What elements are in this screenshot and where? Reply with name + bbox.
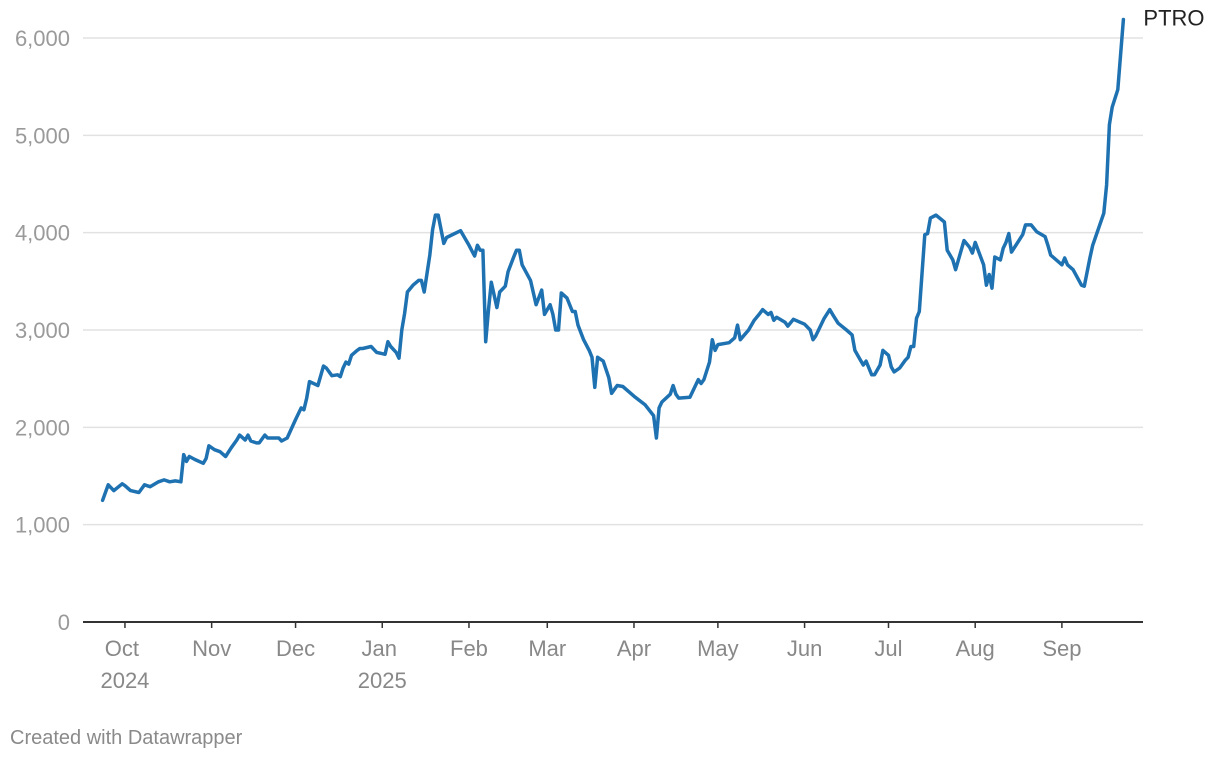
x-tick-label: Jan 2025 [358, 636, 407, 693]
y-tick-label: 3,000 [15, 318, 70, 343]
x-tick-label: Aug [956, 636, 995, 661]
x-tick-label: Sep [1042, 636, 1081, 661]
line [100, 17, 1126, 503]
y-tick-label: 1,000 [15, 513, 70, 538]
x-tick-label: Apr [617, 636, 651, 661]
grid [83, 37, 1143, 623]
x-tick-label: Jun [787, 636, 822, 661]
x-tick-label: Feb [450, 636, 488, 661]
y-tick-label: 4,000 [15, 221, 70, 246]
x-tick-label: Nov [192, 636, 231, 661]
x-tick-label: Dec [276, 636, 315, 661]
y-tick-label: 0 [58, 610, 70, 635]
y-tick-label: 2,000 [15, 415, 70, 440]
x-tick-label: Jul [874, 636, 902, 661]
footer: Created with Datawrapper [10, 727, 243, 749]
y-tick-label: 5,000 [15, 123, 70, 148]
x-tick-label: Mar [528, 636, 566, 661]
y-tick-label: 6,000 [15, 26, 70, 51]
x-tick-label: Oct 2024 [100, 636, 149, 693]
series-label: PTRO [1143, 6, 1204, 31]
x-tick-label: May [697, 636, 739, 661]
